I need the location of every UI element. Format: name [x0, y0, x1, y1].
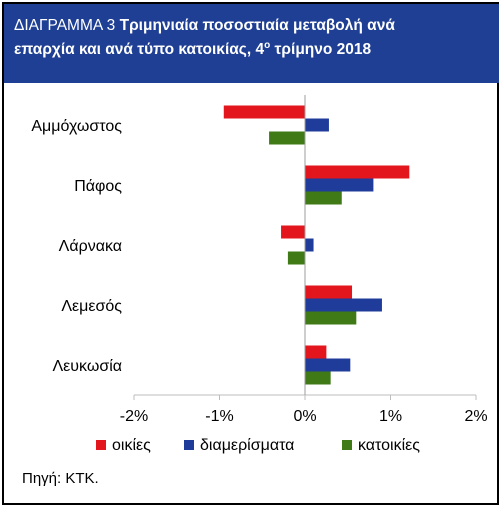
chart-title: ΔΙΑΓΡΑΜΜΑ 3 Τριμηνιαία ποσοστιαία μεταβο…: [14, 14, 494, 62]
bar-oikies: [305, 165, 410, 179]
bar-diamerismata: [305, 298, 382, 312]
bar-katoikies: [305, 191, 342, 205]
legend-label: διαμερίσματα: [200, 437, 294, 454]
title-superscript: ο: [264, 39, 271, 51]
title-banner: ΔΙΑΓΡΑΜΜΑ 3 Τριμηνιαία ποσοστιαία μεταβο…: [4, 4, 499, 83]
category-label: Λεμεσός: [61, 298, 122, 315]
chart-area: Αμμόχωστος Πάφος Λάρνακα Λεμεσός Λευκωσία -2%…: [4, 83, 499, 463]
x-tick-label: 2%: [464, 408, 487, 425]
title-prefix: ΔΙΑΓΡΑΜΜΑ 3: [14, 17, 116, 34]
x-tick-label: 1%: [379, 408, 402, 425]
bar-chart: Αμμόχωστος Πάφος Λάρνακα Λεμεσός Λευκωσία -2%…: [31, 95, 488, 454]
category-label: Πάφος: [74, 178, 122, 195]
bar-katoikies: [305, 311, 357, 325]
bar-diamerismata: [305, 358, 351, 372]
legend-swatch: [184, 440, 194, 450]
category-label: Λάρνακα: [59, 238, 122, 255]
bar-katoikies: [269, 131, 305, 145]
bar-oikies: [305, 285, 353, 299]
bar-katoikies: [305, 371, 331, 385]
bar-katoikies: [287, 251, 305, 265]
bar-oikies: [223, 105, 305, 119]
x-tick-label: -2%: [120, 408, 148, 425]
bar-diamerismata: [305, 118, 329, 132]
bar-oikies: [281, 225, 305, 239]
category-label: Λευκωσία: [52, 358, 122, 375]
legend-swatch: [96, 440, 106, 450]
bar-diamerismata: [305, 238, 314, 252]
legend-swatch: [342, 440, 352, 450]
category-label: Αμμόχωστος: [31, 118, 122, 135]
title-main-line1: Τριμηνιαία ποσοστιαία μεταβολή ανά: [119, 17, 395, 34]
legend-label: οικίες: [112, 437, 151, 454]
source-note: Πηγή: ΚΤΚ.: [22, 470, 99, 487]
bar-oikies: [305, 345, 327, 359]
title-main-line2-start: επαρχία και ανά τύπο κατοικίας, 4: [14, 41, 265, 58]
bar-diamerismata: [305, 178, 374, 192]
legend-label: κατοικίες: [358, 437, 420, 454]
x-tick-label: 0%: [293, 408, 316, 425]
title-main-line2-end: τρίμηνο 2018: [274, 41, 372, 58]
chart-frame: [2, 2, 499, 505]
x-tick-label: -1%: [205, 408, 233, 425]
